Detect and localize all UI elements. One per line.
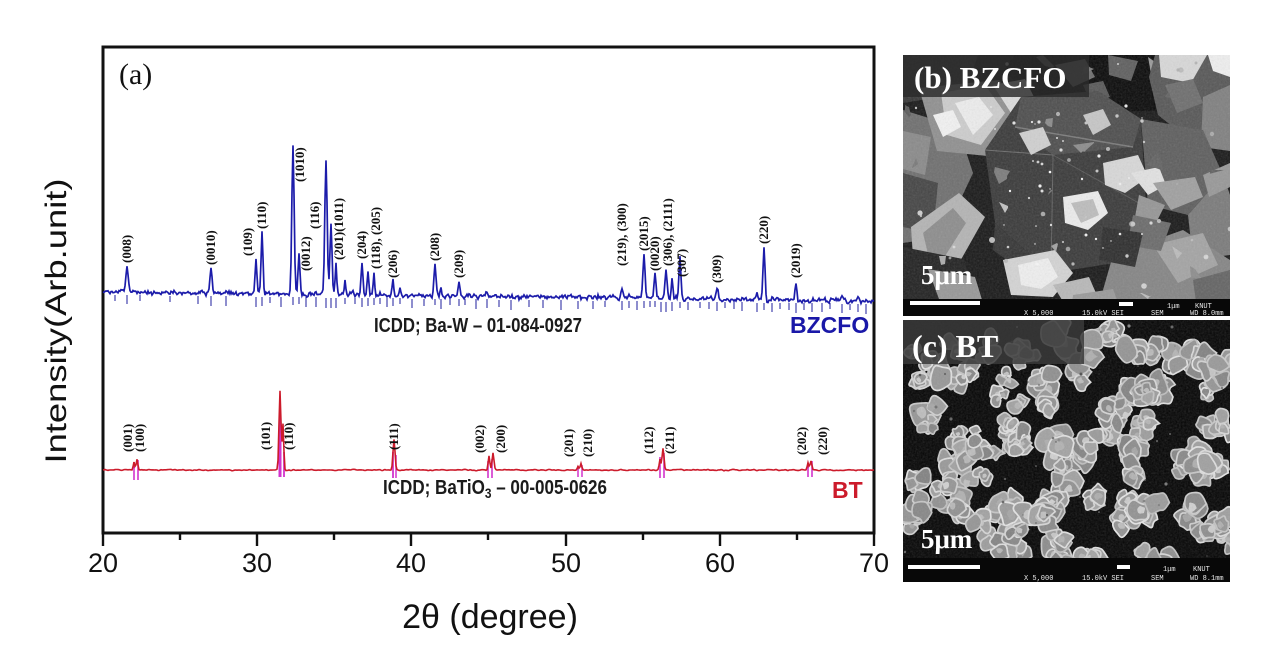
svg-text:(118), (205): (118), (205): [368, 207, 383, 269]
svg-text:2θ (degree): 2θ (degree): [402, 598, 578, 636]
svg-text:ICDD; BaTiO3 – 00-005-0626: ICDD; BaTiO3 – 00-005-0626: [383, 477, 607, 501]
svg-text:(112): (112): [641, 427, 656, 454]
svg-text:5μm: 5μm: [921, 260, 973, 290]
svg-text:(220): (220): [756, 216, 771, 244]
svg-text:(0010): (0010): [203, 230, 218, 265]
svg-text:(200): (200): [493, 425, 508, 453]
svg-text:(2015): (2015): [636, 216, 651, 251]
svg-text:(b) BZCFO: (b) BZCFO: [914, 60, 1066, 95]
svg-text:(209): (209): [451, 250, 466, 278]
svg-text:(008): (008): [119, 235, 134, 263]
svg-text:(202): (202): [794, 427, 809, 455]
svg-text:(101): (101): [258, 422, 273, 450]
svg-text:(002): (002): [472, 425, 487, 453]
svg-text:(2019): (2019): [788, 243, 803, 278]
svg-text:WD 8.0mm: WD 8.0mm: [1190, 310, 1224, 316]
svg-text:(116): (116): [307, 202, 322, 229]
svg-text:1μm: 1μm: [1163, 566, 1176, 574]
svg-text:(201): (201): [561, 429, 576, 457]
svg-text:(220): (220): [815, 427, 830, 455]
svg-text:(210): (210): [580, 429, 595, 457]
svg-text:(0012): (0012): [298, 236, 313, 271]
svg-text:KNUT: KNUT: [1193, 566, 1210, 574]
svg-text:X 5,000: X 5,000: [1024, 575, 1053, 582]
svg-text:5μm: 5μm: [921, 524, 973, 554]
svg-text:SEM: SEM: [1151, 575, 1164, 582]
svg-text:(306), (2111): (306), (2111): [660, 198, 675, 266]
svg-text:(309): (309): [709, 255, 724, 283]
svg-text:(a): (a): [119, 58, 152, 91]
svg-text:60: 60: [705, 548, 735, 578]
svg-text:(201)(1011): (201)(1011): [331, 198, 346, 260]
svg-text:(219), (300): (219), (300): [614, 203, 629, 266]
svg-text:(109): (109): [240, 228, 255, 256]
svg-text:(110): (110): [254, 202, 269, 229]
svg-text:KNUT: KNUT: [1195, 303, 1212, 311]
svg-text:70: 70: [859, 548, 889, 578]
svg-text:15.0kV SEI: 15.0kV SEI: [1082, 310, 1124, 316]
svg-text:(1010): (1010): [292, 147, 307, 182]
svg-text:50: 50: [551, 548, 581, 578]
svg-text:1μm: 1μm: [1167, 303, 1180, 311]
svg-text:BT: BT: [832, 477, 863, 503]
svg-text:40: 40: [396, 548, 426, 578]
svg-text:(204): (204): [354, 231, 369, 259]
svg-text:WD 8.1mm: WD 8.1mm: [1190, 575, 1224, 582]
svg-text:15.0kV SEI: 15.0kV SEI: [1082, 575, 1124, 582]
svg-text:X 5,000: X 5,000: [1024, 310, 1053, 316]
svg-text:(307): (307): [674, 249, 689, 277]
svg-text:(111): (111): [386, 423, 401, 450]
svg-text:(211): (211): [662, 427, 677, 454]
svg-text:ICDD; Ba-W – 01-084-0927: ICDD; Ba-W – 01-084-0927: [374, 315, 582, 337]
svg-text:(110): (110): [281, 423, 296, 450]
svg-text:SEM: SEM: [1151, 310, 1164, 316]
svg-text:BZCFO: BZCFO: [790, 312, 869, 338]
svg-text:Intensity(Arb.unit): Intensity(Arb.unit): [40, 179, 73, 464]
svg-text:20: 20: [88, 548, 118, 578]
svg-text:(208): (208): [427, 233, 442, 261]
svg-text:(206): (206): [385, 250, 400, 278]
svg-text:(100): (100): [132, 424, 147, 452]
svg-text:30: 30: [242, 548, 272, 578]
svg-text:(c) BT: (c) BT: [912, 328, 998, 364]
svg-text:(001): (001): [120, 424, 135, 452]
svg-text:(0020): (0020): [647, 236, 662, 271]
